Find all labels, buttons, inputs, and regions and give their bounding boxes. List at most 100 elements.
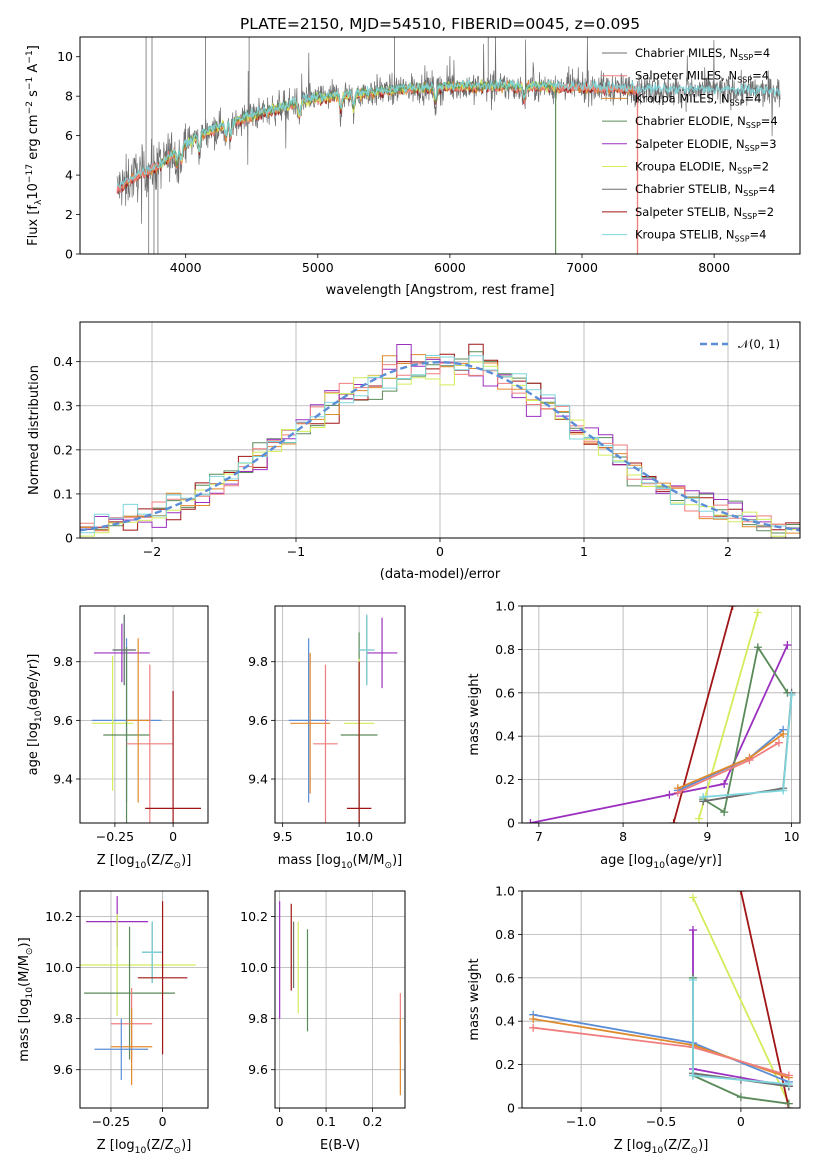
- axes-frame: [79, 605, 209, 824]
- age-vs-metallicity-panel: −0.25 09.49.69.8Z [log10(Z/Z⊙)]age [log10…: [26, 605, 209, 871]
- weight-marker: [529, 1023, 538, 1032]
- x-axis-label-part: Z [log: [97, 853, 135, 868]
- y-axis-label-part: 10: [26, 183, 41, 200]
- plot-area: [91, 614, 202, 823]
- plot-area: [279, 901, 401, 1096]
- y-axis-label-part: )]: [17, 937, 32, 947]
- legend-entry-post: =4: [752, 69, 769, 83]
- errorbar-point: [112, 614, 136, 686]
- errorbar-point: [91, 655, 134, 791]
- y-axis-label-part: erg cm: [26, 114, 41, 163]
- legend-entry: Kroupa STELIB, NSSP=4: [635, 228, 766, 244]
- y-axis-label-part: 10: [25, 987, 35, 999]
- weight-marker: [736, 1093, 745, 1102]
- weight-marker: [694, 814, 703, 823]
- plot-area: [526, 606, 796, 823]
- errorbar-point: [94, 1018, 149, 1080]
- y-tick-label: 10.0: [240, 960, 268, 975]
- x-axis-label-part: ⊙: [691, 1146, 699, 1156]
- histogram-series: [80, 354, 800, 538]
- errorbar-point: [346, 661, 372, 823]
- axes-frame: [79, 890, 209, 1109]
- x-axis-label-part: (M/M: [353, 853, 385, 868]
- errorbar-point: [288, 638, 329, 803]
- y-axis-label-part: (M/M: [17, 955, 32, 987]
- y-tick-label: 0: [65, 531, 73, 546]
- x-axis-label-part: (Z/Z: [146, 853, 173, 868]
- weight-marker: [753, 643, 762, 652]
- y-tick-label: 10.2: [45, 909, 73, 924]
- x-tick-label: 0: [159, 1114, 167, 1129]
- weight-marker: [787, 690, 796, 699]
- x-tick-label: 8000: [698, 260, 730, 275]
- legend-entry-post: =4: [758, 182, 775, 196]
- y-tick-label: 9.6: [53, 713, 73, 728]
- y-axis-label-part: ]: [26, 45, 41, 50]
- legend-entry-text: Kroupa ELODIE, N: [635, 160, 737, 174]
- plot-area: [529, 891, 793, 1108]
- y-axis-label-part: s: [26, 90, 41, 101]
- y-tick-label: 0.3: [53, 398, 73, 413]
- x-axis-label-part: (Z/Z: [663, 1138, 690, 1153]
- x-axis-label-part: 10: [341, 861, 353, 871]
- x-axis-label-part: )]: [181, 1138, 191, 1153]
- errorbar-point: [103, 647, 150, 823]
- y-tick-label: 0.2: [495, 772, 515, 787]
- weight-marker: [673, 788, 682, 797]
- y-tick-label: 9.4: [248, 772, 268, 787]
- x-axis-label: mass [log10(M/M⊙)]: [278, 853, 402, 871]
- x-axis-label-part: (Z/Z: [146, 1138, 173, 1153]
- weight-series-line: [698, 612, 759, 819]
- x-axis-label: Z [log10(Z/Z⊙)]: [614, 1138, 709, 1156]
- weight-marker: [784, 1099, 793, 1108]
- x-axis-label-part: )]: [181, 853, 191, 868]
- y-axis-label-part: A: [26, 64, 41, 77]
- legend-entry: Salpeter STELIB, NSSP=2: [635, 205, 774, 221]
- legend-entry-sub: SSP: [735, 235, 750, 244]
- legend-entry-post: =3: [760, 137, 777, 151]
- residuals-histogram-panel: −2 −1 0 1 2 0 0.1 0.2 0.3 0.4 (data-model)/error No…: [27, 321, 801, 582]
- x-tick-label: −0.25: [92, 1114, 130, 1129]
- x-tick-label: 6000: [434, 260, 466, 275]
- normal-curve: [80, 360, 800, 532]
- weight-vs-metallicity-panel: −1.0 −0.5 0 0 0.2 0.4 0.6 0.8 1.0 Z [log10(Z/Z⊙)]…: [467, 884, 801, 1156]
- weight-marker: [784, 1071, 793, 1080]
- weight-series-line: [530, 644, 789, 823]
- weight-marker: [779, 786, 788, 795]
- age-vs-mass-panel: 9.5 10.0 9.4 9.6 9.8 mass [log10(M/M⊙)]: [248, 605, 406, 871]
- errorbar-point: [141, 921, 163, 983]
- x-axis-label-part: ⊙: [174, 1146, 182, 1156]
- weight-series-line: [692, 897, 790, 1105]
- plot-area: [80, 896, 196, 1086]
- errorbar-point: [145, 691, 202, 823]
- plot-area: [80, 343, 800, 538]
- weight-marker: [784, 1080, 793, 1089]
- y-tick-label: 10.2: [240, 909, 268, 924]
- y-tick-label: 9.8: [53, 1011, 73, 1026]
- errorbar-point: [366, 617, 398, 689]
- y-tick-label: 0.6: [495, 970, 515, 985]
- y-axis-label-part: −2: [25, 101, 35, 114]
- legend-entry-sub: SSP: [743, 189, 758, 198]
- errorbar-point: [110, 1008, 153, 1086]
- legend-entry: Chabrier MILES, NSSP=4: [635, 46, 770, 62]
- x-tick-label: −2: [143, 544, 161, 559]
- x-axis-label: E(B-V): [320, 1138, 360, 1153]
- y-axis-label: mass [log10(M/M⊙)]: [17, 937, 35, 1061]
- x-axis-label-part: 10: [135, 861, 147, 871]
- x-axis-label-part: 10: [653, 861, 665, 871]
- x-tick-label: 0: [276, 1114, 284, 1129]
- x-tick-label: 0.2: [363, 1114, 383, 1129]
- plot-area: [288, 614, 398, 823]
- errorbar-point: [137, 901, 188, 1055]
- errorbar-point: [126, 638, 150, 803]
- x-axis-label-part: 10: [135, 1146, 147, 1156]
- errorbar-point: [290, 652, 331, 794]
- legend-entry-sub: SSP: [730, 98, 745, 107]
- x-tick-label: 10.0: [345, 829, 373, 844]
- y-tick-label: 0.2: [495, 1057, 515, 1072]
- weight-marker: [728, 606, 737, 610]
- legend-entry-sub: SSP: [738, 53, 753, 62]
- histogram-series: [80, 362, 800, 538]
